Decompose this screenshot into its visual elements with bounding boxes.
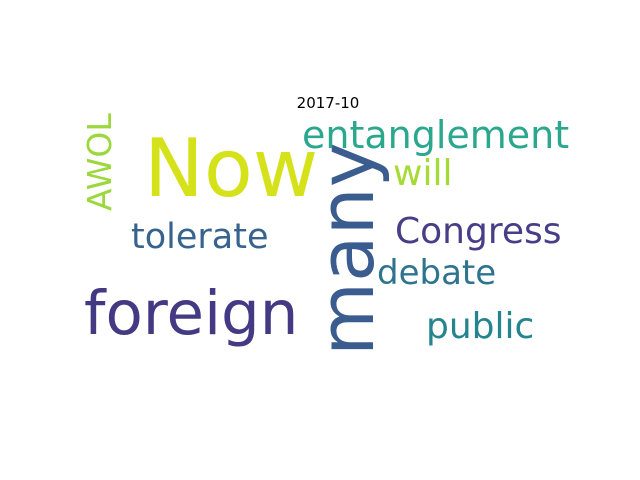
word-congress: Congress [395, 211, 562, 252]
word-public: public [426, 306, 534, 347]
word-foreign: foreign [84, 278, 298, 349]
word-many: many [302, 142, 391, 356]
word-awol: AWOL [80, 113, 119, 211]
word-tolerate: tolerate [131, 217, 269, 257]
word-entanglement: entanglement [302, 113, 569, 157]
chart-title: 2017-10 [296, 94, 360, 112]
word-will: will [393, 153, 452, 194]
word-debate: debate [377, 253, 496, 293]
word-now: Now [144, 122, 318, 215]
